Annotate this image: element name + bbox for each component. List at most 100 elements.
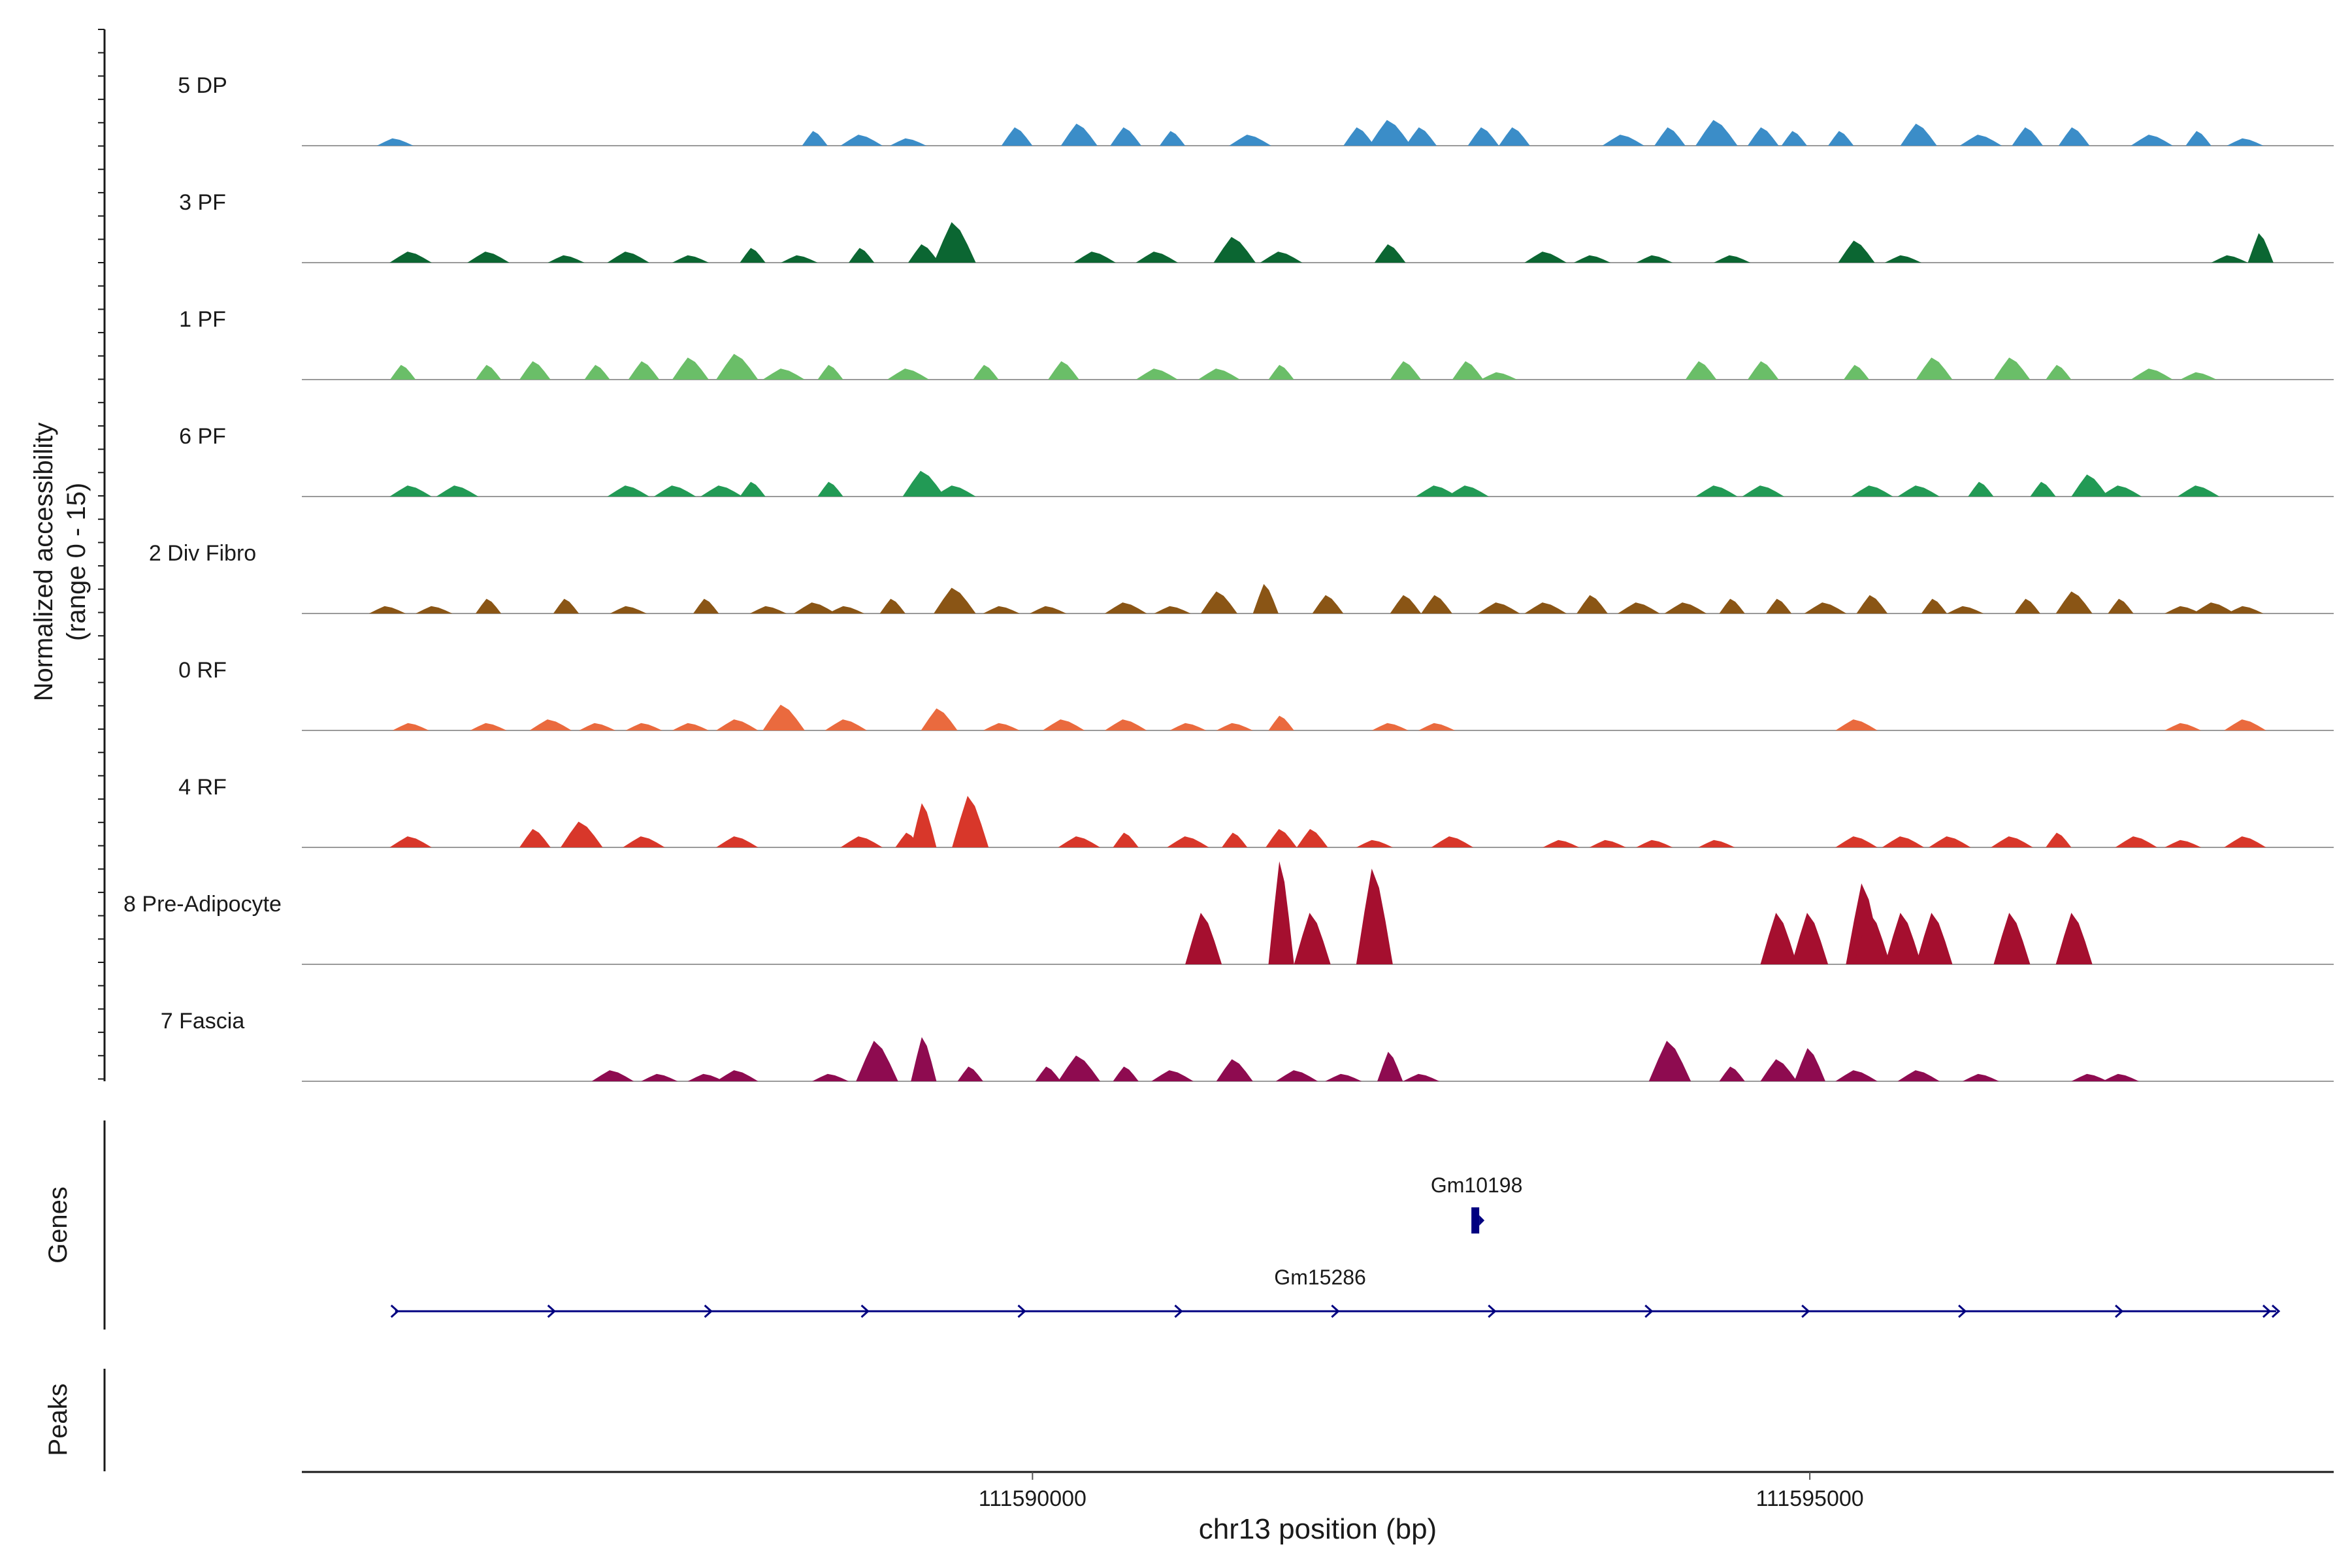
coverage-peak: [1884, 255, 1921, 263]
coverage-peak: [1415, 485, 1458, 497]
coverage-peak: [672, 723, 709, 730]
coverage-peak: [584, 365, 610, 380]
coverage-peak: [1921, 598, 1948, 613]
coverage-peak: [1371, 723, 1409, 730]
coverage-peak: [519, 361, 551, 380]
track-label: 4 RF: [178, 775, 227, 800]
coverage-peak: [1636, 255, 1673, 263]
coverage-peak: [1058, 836, 1100, 847]
coverage-peak: [1001, 127, 1033, 146]
coverage-peak: [1636, 840, 1673, 847]
coverage-peak: [653, 485, 696, 497]
coverage-peak: [672, 357, 709, 380]
coverage-peak: [1851, 485, 1893, 497]
coverage-peak: [1962, 1073, 1999, 1081]
coverage-peak: [1312, 595, 1344, 613]
coverage-peak: [1275, 1070, 1318, 1081]
coverage-peak: [1405, 127, 1437, 146]
coverage-peak: [1884, 913, 1921, 964]
coverage-peak: [2185, 131, 2212, 146]
coverage-peak: [2224, 836, 2266, 847]
coverage-peak: [2211, 255, 2248, 263]
coverage-peak: [1747, 361, 1779, 380]
coverage-peak: [1882, 836, 1925, 847]
gene-body-gm10198: [1471, 1207, 1480, 1233]
coverage-peak: [825, 719, 868, 730]
x-tick-label: 111595000: [1756, 1486, 1864, 1511]
gene-strand-arrow: [1488, 1304, 1497, 1318]
gene-strand-arrow: [1958, 1304, 1967, 1318]
coverage-peak: [2099, 485, 2142, 497]
coverage-peak: [762, 368, 805, 380]
gene-strand-arrow: [1479, 1215, 1485, 1226]
coverage-peak: [1602, 135, 1644, 146]
coverage-peak: [1356, 840, 1393, 847]
coverage-peak: [840, 135, 883, 146]
coverage-peak: [1418, 723, 1456, 730]
coverage-peak: [1213, 237, 1256, 263]
coverage-peak: [817, 365, 843, 380]
coverage-peak: [1714, 255, 1751, 263]
coverage-peak: [2177, 485, 2220, 497]
coverage-peak: [1695, 120, 1738, 146]
coverage-peak: [1104, 602, 1147, 613]
coverage-peak: [1266, 828, 1297, 847]
coverage-peak: [641, 1073, 678, 1081]
coverage-peak: [740, 248, 766, 263]
coverage-peak: [2164, 606, 2202, 613]
coverage-peak: [1804, 602, 1847, 613]
coverage-peak: [817, 482, 843, 497]
coverage-peak: [716, 836, 759, 847]
coverage-peak: [1200, 591, 1237, 613]
coverage-peak: [1113, 832, 1139, 847]
coverage-peak: [802, 131, 828, 146]
coverage-peak: [547, 255, 585, 263]
coverage-peak: [1467, 127, 1499, 146]
coverage-peak: [687, 1073, 725, 1081]
coverage-peak: [475, 365, 502, 380]
coverage-peak: [827, 606, 864, 613]
coverage-peak: [1030, 606, 1067, 613]
coverage-peak: [1268, 365, 1294, 380]
coverage-peak: [2014, 598, 2040, 613]
coverage-peak: [1151, 1070, 1194, 1081]
coverage-peak: [1524, 252, 1567, 263]
gene-strand-arrow: [860, 1304, 870, 1318]
gene-strand-arrow: [547, 1304, 556, 1318]
coverage-peak: [607, 252, 649, 263]
coverage-peak: [2055, 591, 2093, 613]
coverage-peak: [716, 353, 759, 380]
coverage-peak: [1648, 1041, 1691, 1081]
track-label: 6 PF: [179, 424, 226, 449]
coverage-peak: [1073, 252, 1116, 263]
coverage-peak: [1294, 913, 1331, 964]
coverage-peak: [519, 828, 551, 847]
coverage-peak: [911, 803, 937, 847]
coverage-peak: [1135, 368, 1178, 380]
coverage-peak: [1897, 1070, 1940, 1081]
coverage-peak: [1543, 840, 1580, 847]
coverage-peak: [1947, 606, 1984, 613]
gene-strand-arrow: [1331, 1304, 1340, 1318]
coverage-peak: [470, 723, 507, 730]
coverage-peak: [2046, 365, 2072, 380]
coverage-peak: [1618, 602, 1660, 613]
coverage-peak: [934, 222, 976, 263]
track-0-rf: 0 RF: [178, 658, 2334, 731]
track-2-div-fibro: 2 Div Fibro: [149, 541, 2334, 614]
coverage-peak: [1374, 244, 1406, 263]
coverage-peak: [2108, 598, 2134, 613]
coverage-peak: [1854, 913, 1891, 964]
coverage-peak: [1252, 583, 1279, 613]
coverage-peak: [591, 1070, 634, 1081]
track-label: 3 PF: [179, 190, 226, 215]
coverage-peak: [2131, 135, 2173, 146]
coverage-peak: [2227, 606, 2264, 613]
coverage-peak: [1781, 131, 1807, 146]
coverage-peak: [762, 704, 805, 730]
coverage-peak: [1260, 252, 1303, 263]
coverage-peak: [2102, 1073, 2140, 1081]
coverage-peak: [1765, 598, 1792, 613]
y-axis-title-line1: Normalized accessibility: [29, 423, 58, 702]
coverage-peak: [1229, 135, 1271, 146]
